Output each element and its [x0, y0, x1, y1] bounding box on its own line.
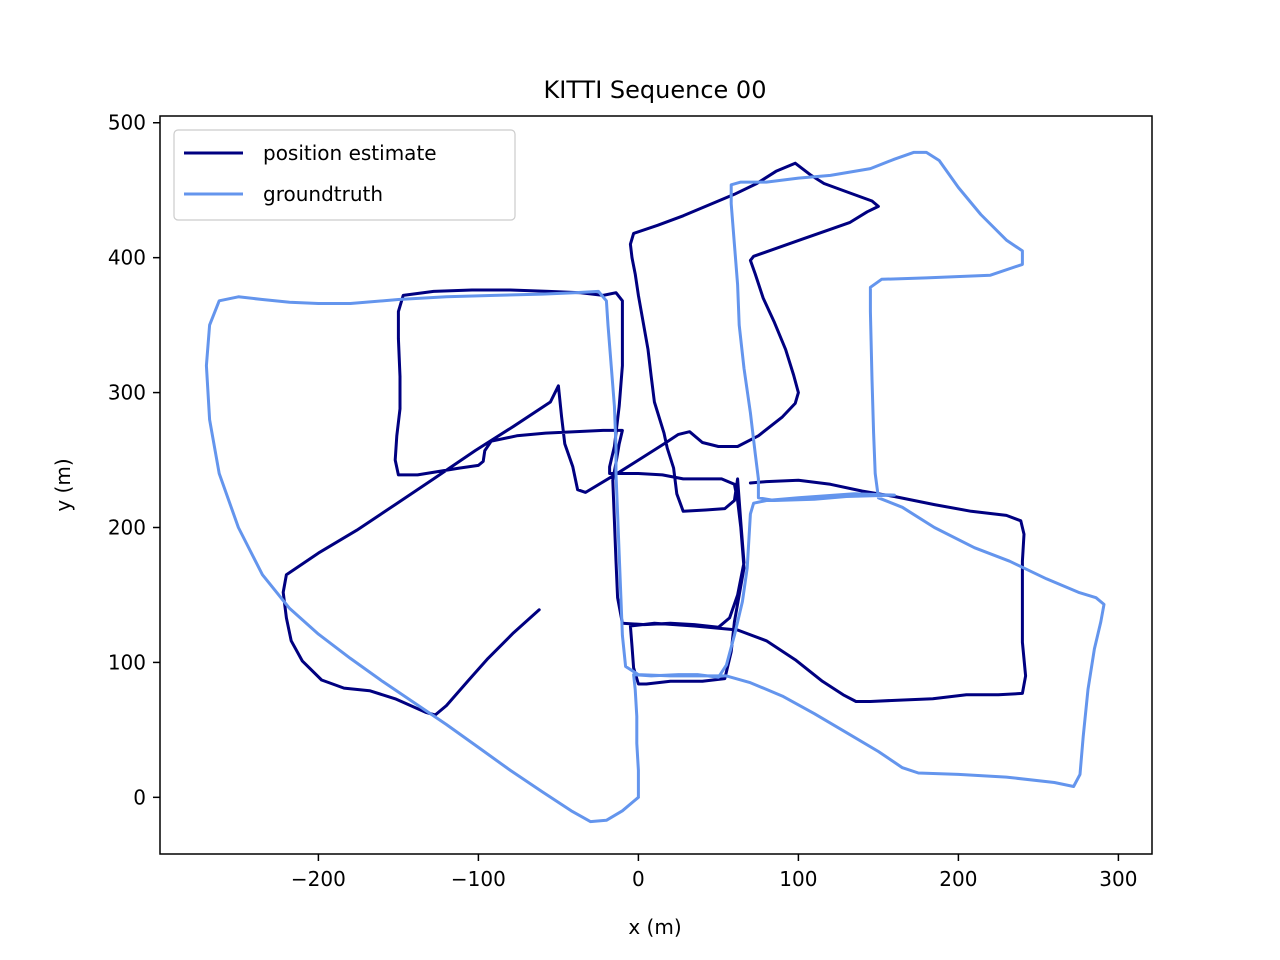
x-axis-label: x (m): [628, 915, 681, 939]
x-axis: −200 −100 0 100 200 300: [291, 854, 1137, 891]
series-layer: [204, 150, 1106, 824]
y-tick-label: 100: [108, 650, 146, 674]
y-tick-label: 0: [133, 785, 146, 809]
plot-frame: [159, 115, 1153, 855]
legend-box: [173, 129, 516, 221]
legend-label-groundtruth: groundtruth: [263, 182, 383, 206]
x-tick-label: 0: [632, 867, 645, 891]
y-axis: 0 100 200 300 400 500: [108, 111, 160, 809]
chart-title: KITTI Sequence 00: [544, 76, 767, 104]
x-tick-label: 100: [779, 867, 817, 891]
y-tick-label: 400: [108, 246, 146, 270]
x-tick-label: 300: [1099, 867, 1137, 891]
y-axis-label: y (m): [51, 458, 75, 511]
y-tick-label: 300: [108, 381, 146, 405]
series-line-groundtruth: [204, 150, 1106, 824]
y-tick-label: 500: [108, 111, 146, 135]
legend: position estimate groundtruth: [173, 129, 516, 221]
y-tick-label: 200: [108, 515, 146, 539]
x-tick-label: −200: [291, 867, 346, 891]
legend-label-position-estimate: position estimate: [263, 141, 437, 165]
x-tick-label: −100: [451, 867, 506, 891]
series-line-position-estimate: [281, 161, 1028, 717]
x-tick-label: 200: [939, 867, 977, 891]
